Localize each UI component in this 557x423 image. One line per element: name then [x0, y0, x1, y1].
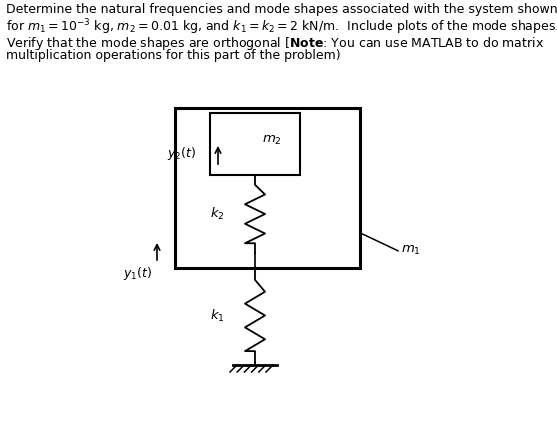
Text: $k_2$: $k_2$ [209, 206, 224, 222]
Text: Determine the natural frequencies and mode shapes associated with the system sho: Determine the natural frequencies and mo… [6, 3, 557, 16]
Bar [175, 108, 360, 268]
Text: for $m_1 = 10^{-3}$ kg, $m_2 = 0.01$ kg, and $k_1 = k_2 = 2$ kN/m.  Include plot: for $m_1 = 10^{-3}$ kg, $m_2 = 0.01$ kg,… [6, 17, 557, 37]
Text: $m_2$: $m_2$ [262, 135, 282, 148]
Text: Verify that the mode shapes are orthogonal [$\mathbf{Note}$: You can use MATLAB : Verify that the mode shapes are orthogon… [6, 35, 544, 52]
Text: multiplication operations for this part of the problem): multiplication operations for this part … [6, 49, 341, 62]
Text: $m_1$: $m_1$ [401, 244, 421, 257]
Text: $k_1$: $k_1$ [209, 308, 224, 324]
Bar [210, 113, 300, 175]
Text: $y_1(t)$: $y_1(t)$ [123, 265, 152, 282]
Text: $y_2(t)$: $y_2(t)$ [167, 145, 196, 162]
